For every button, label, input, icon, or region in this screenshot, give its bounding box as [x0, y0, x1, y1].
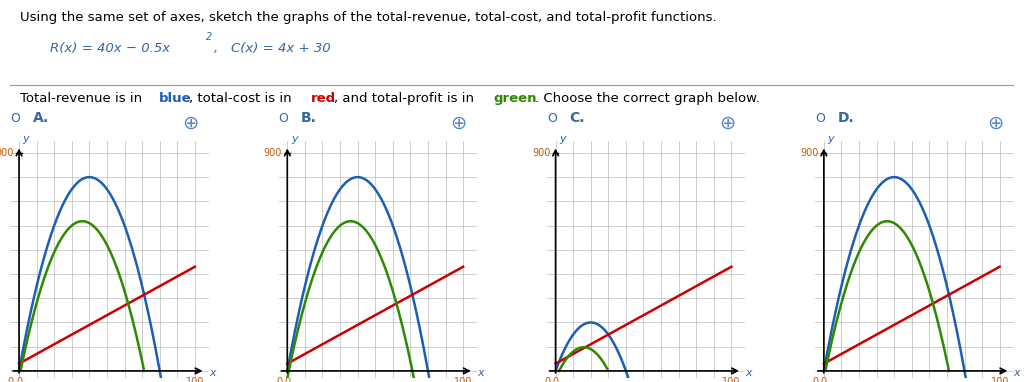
Text: A.: A.: [33, 112, 49, 126]
Text: Total-revenue is in: Total-revenue is in: [20, 92, 146, 105]
Text: 0: 0: [821, 377, 827, 382]
Text: . Choose the correct graph below.: . Choose the correct graph below.: [536, 92, 760, 105]
Text: ,   C(x) = 4x + 30: , C(x) = 4x + 30: [214, 42, 331, 55]
Text: x: x: [745, 368, 752, 378]
Text: green: green: [493, 92, 537, 105]
Text: 100: 100: [454, 377, 472, 382]
Text: Using the same set of axes, sketch the graphs of the total-revenue, total-cost, : Using the same set of axes, sketch the g…: [20, 11, 717, 24]
Text: C.: C.: [569, 112, 585, 126]
Text: 900: 900: [0, 148, 13, 158]
Text: 0: 0: [285, 377, 291, 382]
Text: R(x) = 40x − 0.5x: R(x) = 40x − 0.5x: [50, 42, 171, 55]
Text: 100: 100: [185, 377, 204, 382]
Text: 0: 0: [553, 377, 559, 382]
Text: 900: 900: [531, 148, 550, 158]
Text: y: y: [291, 134, 297, 144]
Text: x: x: [477, 368, 484, 378]
Text: x: x: [1014, 368, 1020, 378]
Text: 0: 0: [16, 377, 23, 382]
Text: 100: 100: [722, 377, 740, 382]
Text: 0: 0: [7, 377, 13, 382]
Text: ⊕: ⊕: [182, 114, 199, 133]
Text: ⊕: ⊕: [719, 114, 735, 133]
Text: 900: 900: [800, 148, 818, 158]
Text: ⊕: ⊕: [451, 114, 467, 133]
Text: , total-cost is in: , total-cost is in: [188, 92, 296, 105]
Text: y: y: [23, 134, 29, 144]
Text: D.: D.: [838, 112, 854, 126]
Text: O: O: [547, 112, 557, 126]
Text: 0: 0: [544, 377, 550, 382]
Text: x: x: [209, 368, 216, 378]
Text: red: red: [311, 92, 337, 105]
Text: O: O: [279, 112, 289, 126]
Text: O: O: [815, 112, 825, 126]
Text: , and total-profit is in: , and total-profit is in: [335, 92, 478, 105]
Text: 2: 2: [206, 32, 212, 42]
Text: O: O: [10, 112, 20, 126]
Text: 100: 100: [990, 377, 1009, 382]
Text: 900: 900: [263, 148, 282, 158]
Text: 0: 0: [275, 377, 282, 382]
Text: 0: 0: [812, 377, 818, 382]
Text: ⊕: ⊕: [987, 114, 1004, 133]
Text: y: y: [559, 134, 565, 144]
Text: B.: B.: [301, 112, 316, 126]
Text: y: y: [827, 134, 834, 144]
Text: blue: blue: [159, 92, 191, 105]
